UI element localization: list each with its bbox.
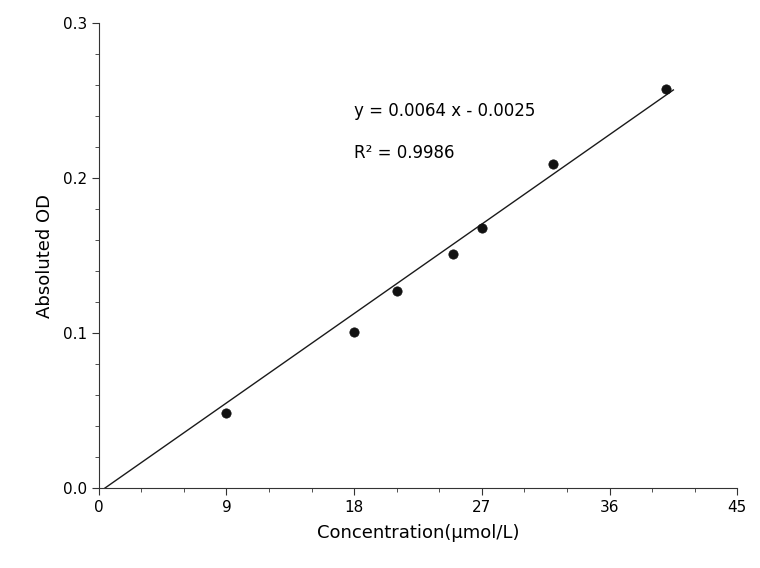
Point	[660, 85, 673, 94]
Point	[220, 408, 233, 417]
X-axis label: Concentration(μmol/L): Concentration(μmol/L)	[317, 524, 519, 542]
Point	[391, 287, 403, 296]
Point	[348, 327, 360, 336]
Point	[546, 160, 559, 169]
Y-axis label: Absoluted OD: Absoluted OD	[36, 194, 55, 318]
Text: R² = 0.9986: R² = 0.9986	[354, 144, 454, 162]
Text: y = 0.0064 x - 0.0025: y = 0.0064 x - 0.0025	[354, 102, 536, 120]
Point	[448, 249, 460, 258]
Point	[476, 223, 488, 232]
